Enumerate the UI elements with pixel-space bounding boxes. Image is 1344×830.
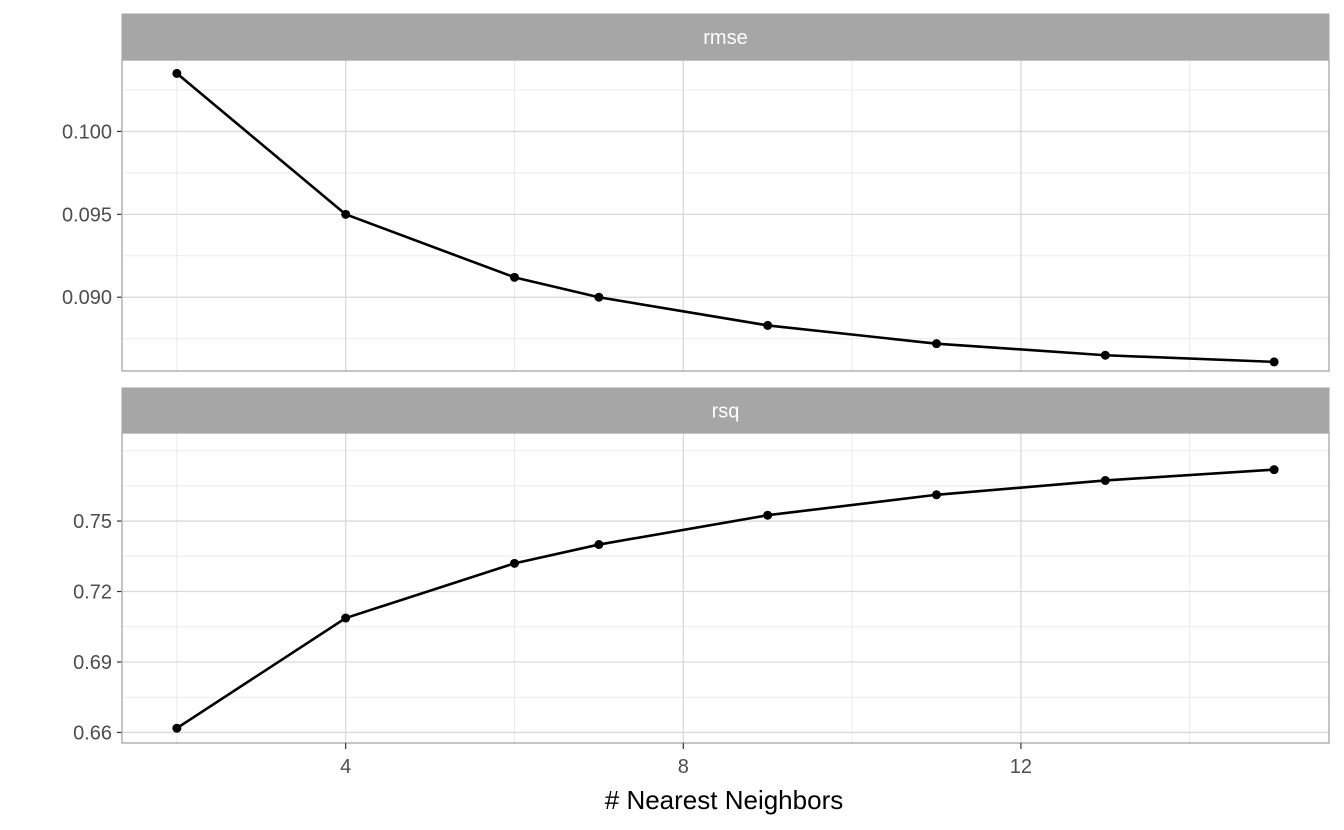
data-point [594,540,604,550]
y-tick-label: 0.100 [62,121,112,143]
panel-background [122,433,1329,743]
series-line-rmse [176,72,1275,364]
data-point [1100,475,1110,485]
facet-strip-label: rsq [712,401,740,423]
y-tick-label: 0.090 [62,287,112,309]
facet-panel-rsq: rsq 0.66 0.69 0.72 0.75 [73,387,1330,744]
x-tick-label: 12 [1010,756,1032,778]
data-point [1269,465,1279,475]
data-point [1269,357,1279,367]
data-point [172,723,182,733]
data-point [341,209,351,219]
x-tick-label: 4 [340,756,351,778]
data-point [594,292,604,302]
data-point [1100,350,1110,360]
y-tick-label: 0.69 [73,652,112,674]
facet-panel-rmse: rmse 0.090 0.095 0.100 [62,13,1330,372]
x-tick-label: 8 [678,756,689,778]
facet-strip [121,13,1330,61]
facet-strip-label: rmse [703,27,747,49]
data-point [932,490,942,500]
y-tick-label: 0.72 [73,582,112,604]
data-point [932,339,942,349]
data-point [509,558,519,568]
series-line-rsq [176,468,1275,730]
y-tick-label: 0.095 [62,204,112,226]
data-point [763,510,773,520]
panel-border [121,432,1330,744]
y-tick-label: 0.75 [73,511,112,533]
panel-background [122,60,1329,371]
data-point [172,68,182,78]
facet-strip [121,387,1330,434]
x-axis-title: # Nearest Neighbors [605,785,843,815]
data-point [763,320,773,330]
data-point [341,613,351,623]
y-tick-label: 0.66 [73,722,112,744]
panel-border [121,59,1330,372]
data-point [509,272,519,282]
